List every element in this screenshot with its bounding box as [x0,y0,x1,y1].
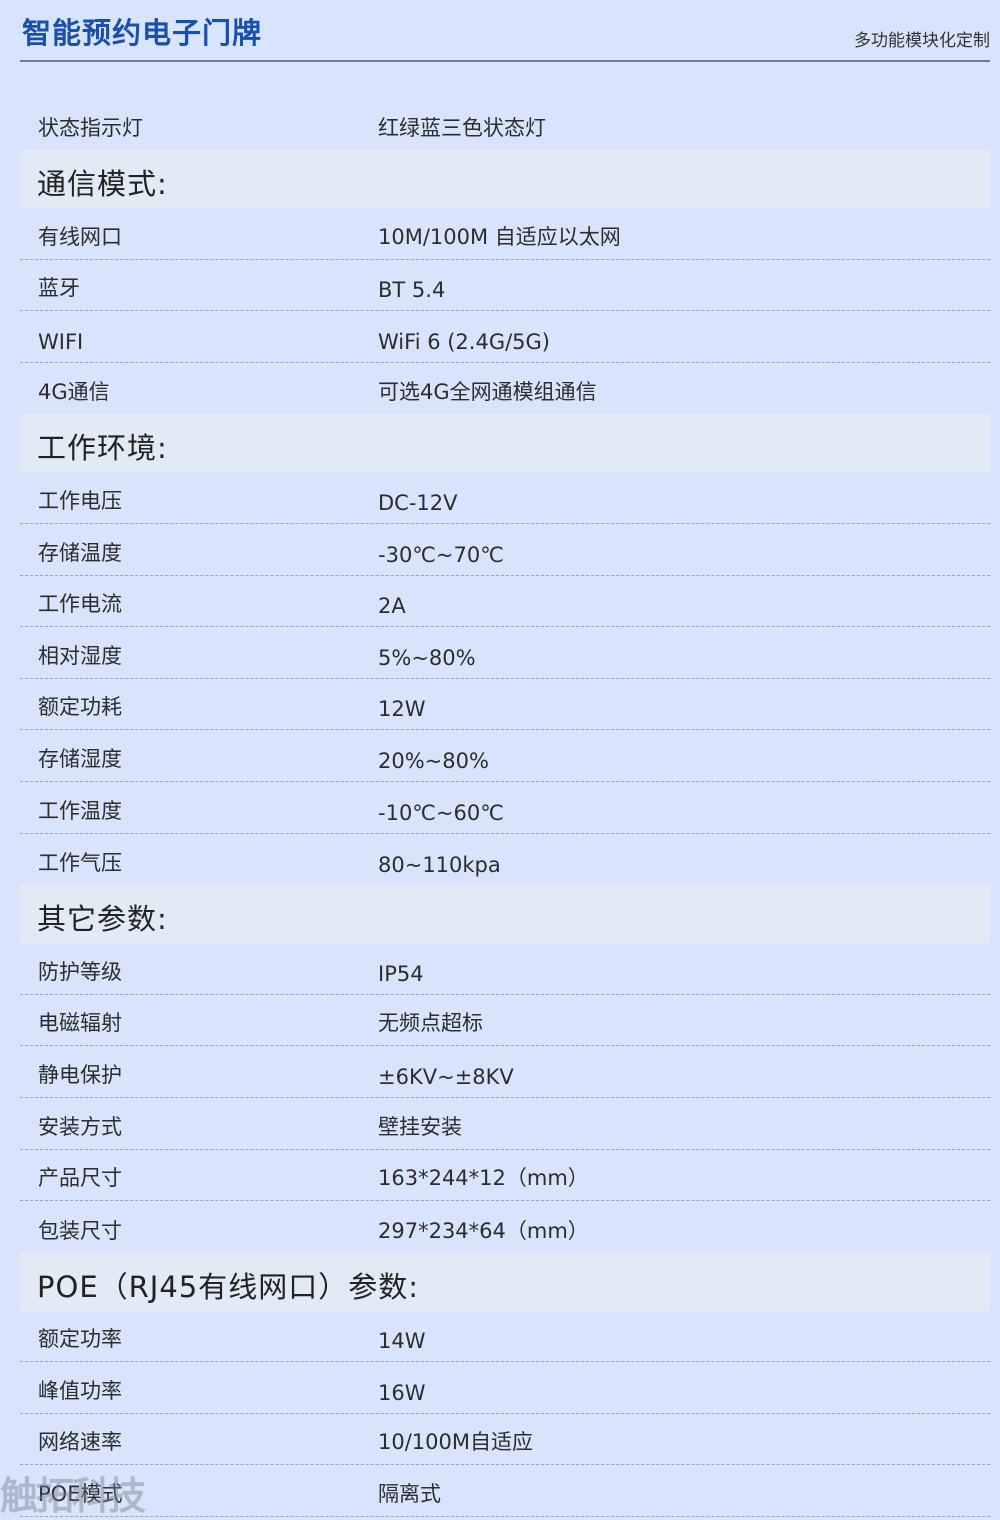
spec-label: 蓝牙 [38,276,80,301]
spec-row: 电磁辐射 无频点超标 [20,995,990,1047]
spec-row: 存储湿度 20%~80% [20,730,990,782]
spec-label: 工作温度 [38,798,122,823]
spec-label: 存储温度 [38,540,122,565]
spec-value: DC-12V [378,490,458,515]
spec-row: 有线网口 10M/100M 自适应以太网 [20,208,990,260]
spec-value: 壁挂安装 [378,1114,462,1139]
spec-row: 存储温度 -30℃~70℃ [20,524,990,576]
section-header: 其它参数: [20,885,990,944]
spec-label: WIFI [38,329,84,354]
section-title: 其它参数: [37,902,168,937]
spec-value: 297*234*64（mm） [378,1218,589,1243]
spec-label: 电磁辐射 [38,1011,122,1036]
spec-label: 相对湿度 [38,643,122,668]
spec-row: 工作温度 -10℃~60℃ [20,782,990,834]
spec-label: 安装方式 [38,1114,122,1139]
spec-value: ±6KV~±8KV [378,1064,514,1089]
spec-label: 有线网口 [38,224,122,249]
spec-value: 隔离式 [378,1482,441,1507]
spec-value: 红绿蓝三色状态灯 [378,116,546,140]
spec-row: 防护等级 IP54 [20,943,990,995]
spec-row: 4G通信 可选4G全网通模组通信 [20,363,990,415]
page-title: 智能预约电子门牌 [22,16,263,50]
section-title: POE（RJ45有线网口）参数: [37,1269,420,1304]
spec-value: -30℃~70℃ [378,542,504,567]
spec-value: 10/100M自适应 [378,1430,533,1455]
page-header: 智能预约电子门牌 多功能模块化定制 [20,0,990,62]
spec-label: 工作电流 [38,592,122,617]
spec-value: -10℃~60℃ [378,800,504,825]
spec-row: 产品尺寸 163*244*12（mm） [20,1150,990,1202]
spec-label: 静电保护 [38,1062,122,1087]
spec-row: WIFI WiFi 6 (2.4G/5G) [20,311,990,363]
spec-row: 额定功耗 12W [20,679,990,731]
spec-label: 状态指示灯 [38,116,143,140]
spec-row: 静电保护 ±6KV~±8KV [20,1046,990,1098]
spec-label: 防护等级 [38,959,122,984]
section-header: 工作环境: [20,414,990,473]
spec-value: 无频点超标 [378,1011,483,1036]
spec-value: BT 5.4 [378,278,446,303]
spec-value: 80~110kpa [378,853,501,878]
spec-row: 峰值功率 16W [20,1362,990,1414]
spec-row: 相对湿度 5%~80% [20,627,990,679]
spec-value: 16W [378,1380,426,1405]
spec-row: 工作气压 80~110kpa [20,834,990,886]
spec-label: POE模式 [38,1482,123,1507]
spec-row: 蓝牙 BT 5.4 [20,260,990,312]
spec-row: POE模式 隔离式 [20,1465,990,1518]
spec-value: 12W [378,697,426,722]
section-header: POE（RJ45有线网口）参数: [20,1252,990,1311]
spec-value: IP54 [378,961,424,986]
spec-label: 峰值功率 [38,1378,122,1403]
spec-row: 状态指示灯 红绿蓝三色状态灯 [20,104,990,150]
spec-label: 存储湿度 [38,746,122,771]
watermark-logo: 触拓科技 [0,1474,146,1518]
spec-label: 工作电压 [38,488,122,513]
spec-row: 工作电压 DC-12V [20,472,990,524]
spec-value: 14W [378,1329,426,1354]
spec-row: 额定功率 14W [20,1311,990,1363]
page-subtitle: 多功能模块化定制 [854,31,990,51]
spec-value: 可选4G全网通模组通信 [378,380,597,405]
spec-row: 工作电流 2A [20,576,990,628]
spec-label: 网络速率 [38,1430,122,1455]
spec-value: 163*244*12（mm） [378,1166,589,1191]
spec-label: 产品尺寸 [38,1166,122,1191]
section-header: 通信模式: [20,150,990,208]
spec-label: 额定功率 [38,1327,122,1352]
spec-row: 安装方式 壁挂安装 [20,1098,990,1150]
spec-value: 10M/100M 自适应以太网 [378,224,621,249]
spec-table: 状态指示灯 红绿蓝三色状态灯通信模式: 有线网口 10M/100M 自适应以太网蓝牙 B… [20,104,990,1518]
spec-label: 工作气压 [38,851,122,876]
spec-value: 2A [378,594,406,619]
spec-row: 包装尺寸 297*234*64（mm） [20,1201,990,1253]
spec-label: 额定功耗 [38,695,122,720]
spec-row: 网络速率 10/100M自适应 [20,1414,990,1466]
spec-label: 4G通信 [38,380,110,405]
spec-value: WiFi 6 (2.4G/5G) [378,329,550,354]
section-title: 通信模式: [37,167,168,201]
spec-value: 5%~80% [378,645,476,670]
spec-value: 20%~80% [378,748,489,773]
spec-label: 包装尺寸 [38,1218,122,1243]
section-title: 工作环境: [37,431,168,466]
